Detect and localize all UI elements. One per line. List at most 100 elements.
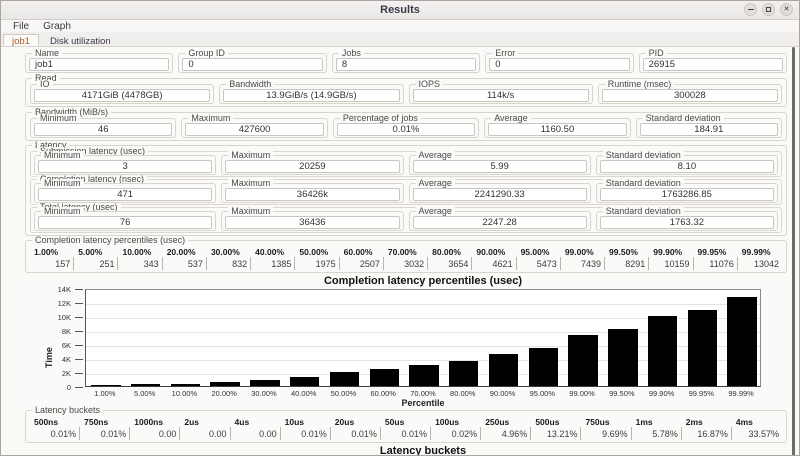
minimize-button[interactable]: [744, 3, 757, 16]
latency-section-label: Latency: [32, 141, 70, 150]
field-label: Average: [415, 207, 455, 216]
table-column: 2us 0.00: [180, 416, 231, 440]
field-label: Runtime (msec): [604, 80, 675, 89]
menu-graph[interactable]: Graph: [43, 20, 71, 32]
field-value-entry[interactable]: 2247.28: [412, 216, 587, 229]
field-value-entry[interactable]: 26915: [642, 58, 784, 71]
latency-field: Maximum 36436: [221, 207, 404, 231]
table-column: 500us 13.21%: [531, 416, 582, 440]
field-value-entry[interactable]: 0: [489, 58, 630, 71]
titlebar[interactable]: Results ✕: [1, 1, 799, 20]
field-label: Group ID: [185, 49, 228, 58]
x-tick-label: 1.00%: [94, 389, 116, 398]
field-value-entry[interactable]: 1763286.85: [599, 188, 774, 201]
latency-buckets-chart: Latency buckets05101520253035500ns750ns1…: [25, 445, 787, 455]
y-tick-label: 10K: [57, 313, 71, 322]
field-value-entry[interactable]: 184.91: [639, 123, 779, 136]
field-value-entry[interactable]: 1763.32: [599, 216, 774, 229]
table-column: 50us 0.01%: [381, 416, 432, 440]
bandwidth-field-0: Minimum 46: [30, 114, 177, 138]
column-value: 33.57%: [748, 429, 779, 439]
column-value: 9.69%: [581, 427, 632, 440]
field-value-entry[interactable]: 76: [38, 216, 213, 229]
field-value-entry[interactable]: 427600: [185, 123, 324, 136]
column-value: 0.00: [130, 427, 181, 440]
field-value-entry[interactable]: 8.10: [599, 160, 774, 173]
field-value-entry[interactable]: 13.9GiB/s (14.9GB/s): [223, 89, 400, 102]
field-value-entry[interactable]: 8: [335, 58, 477, 71]
column-value: 0.01%: [331, 427, 381, 440]
latency-group-fields: Minimum 76 Maximum 36436 Average 2247.28 Stand…: [34, 207, 778, 231]
field-value-entry[interactable]: 20259: [225, 160, 400, 173]
bar-99.50%: [608, 329, 638, 386]
table-column: 99.00% 7439: [561, 246, 606, 270]
percentiles-table: 1.00% 157 5.00% 251 10.00% 343 20.00% 537 30.00%…: [30, 246, 782, 270]
field-value-entry[interactable]: 114k/s: [412, 89, 589, 102]
table-column: 1000ns 0.00: [130, 416, 181, 440]
column-value: 343: [118, 257, 163, 270]
column-value: 7439: [561, 257, 606, 270]
latency-group-2: Total latency (usec)Minimum76Maximum3643…: [30, 203, 782, 233]
field-value-entry[interactable]: 3: [38, 160, 213, 173]
field-value-entry[interactable]: 300028: [601, 89, 778, 102]
tab-job1[interactable]: job1: [3, 34, 39, 47]
table-column: 99.50% 8291: [605, 246, 650, 270]
table-column: 30.00% 832: [207, 246, 252, 270]
y-tick-mark: [75, 289, 83, 290]
maximize-icon: [766, 7, 771, 12]
menubar: File Graph: [1, 20, 799, 32]
field-value-entry[interactable]: job1: [29, 58, 170, 71]
gridline: [86, 332, 760, 333]
table-column: 99.95% 11076: [694, 246, 738, 270]
x-tick-label: 5.00%: [133, 389, 156, 398]
latency-field: Average 2247.28: [408, 207, 591, 231]
gridline: [86, 360, 760, 361]
field-value-entry[interactable]: 36436: [225, 216, 400, 229]
table-column: 10.00% 343: [118, 246, 163, 270]
field-value-entry[interactable]: 471: [38, 188, 213, 201]
latency-group-label: Submission latency (usec): [37, 147, 149, 156]
column-value: 0.01%: [80, 427, 131, 440]
close-icon: ✕: [783, 6, 790, 13]
field-value-entry[interactable]: 46: [34, 123, 173, 136]
field-value-entry[interactable]: 2241290.33: [412, 188, 587, 201]
field-value-entry[interactable]: 1160.50: [488, 123, 627, 136]
field-value-entry[interactable]: 0.01%: [336, 123, 476, 136]
menu-file[interactable]: File: [13, 20, 30, 32]
field-value-entry[interactable]: 5.99: [412, 160, 587, 173]
field-value-entry[interactable]: 36426k: [225, 188, 400, 201]
column-header: 99.00%: [564, 247, 594, 257]
maximize-button[interactable]: [762, 3, 775, 16]
field-value-entry[interactable]: 0: [182, 58, 323, 71]
column-value: 5.78%: [632, 427, 682, 440]
gridline: [86, 318, 760, 319]
y-tick-mark: [75, 331, 83, 332]
column-value: 0.00: [231, 427, 281, 440]
column-value: 0.01%: [381, 427, 432, 440]
y-tick-mark: [75, 387, 83, 388]
bar-1.00%: [91, 384, 121, 386]
column-value: 4621: [472, 257, 517, 270]
column-header: 70.00%: [387, 247, 417, 257]
read-field-2: IOPS 114k/s: [408, 80, 593, 104]
column-value: 11076: [694, 257, 738, 270]
bar-99.95%: [687, 310, 718, 386]
tab-disk-utilization[interactable]: Disk utilization: [49, 36, 111, 47]
tab-bar: job1 Disk utilization: [1, 32, 799, 47]
close-button[interactable]: ✕: [780, 3, 793, 16]
read-fields: IO 4171GiB (4478GB) Bandwidth 13.9GiB/s (14…: [30, 80, 782, 104]
table-column: 4us 0.00: [231, 416, 281, 440]
field-value-entry[interactable]: 4171GiB (4478GB): [34, 89, 211, 102]
field-label: Standard deviation: [602, 151, 684, 160]
bandwidth-field-3: Average 1160.50: [484, 114, 631, 138]
field-label: Average: [415, 179, 455, 188]
column-header: 250us: [485, 417, 510, 427]
latency-field: Minimum 471: [34, 179, 217, 203]
buckets-section: Latency buckets 500ns 0.01% 750ns 0.01% 1000…: [25, 406, 787, 443]
vertical-scrollbar[interactable]: [792, 47, 795, 455]
field-label: Minimum: [41, 179, 84, 188]
bar-30.00%: [250, 380, 280, 386]
y-tick-mark: [75, 303, 83, 304]
table-column: 250us 4.96%: [481, 416, 532, 440]
table-column: 100us 0.02%: [431, 416, 482, 440]
